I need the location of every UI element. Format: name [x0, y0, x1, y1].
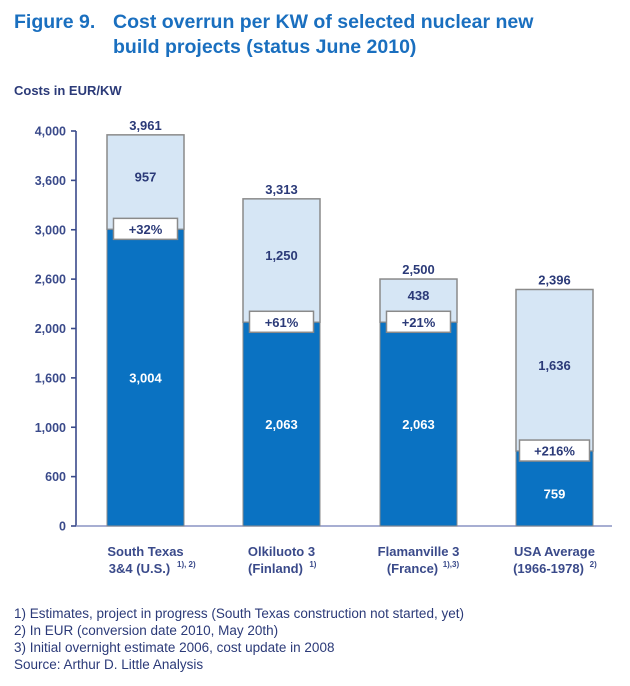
y-tick-label: 2,000 [35, 322, 66, 336]
footnote-2: 2) In EUR (conversion date 2010, May 20t… [14, 623, 279, 638]
footnote-3: 3) Initial overnight estimate 2006, cost… [14, 640, 335, 655]
category-label-line2: (Finland) [248, 561, 303, 576]
category-footnote-ref: 1) [309, 560, 316, 569]
figure-number: Figure 9. [14, 11, 96, 33]
y-tick-label: 1,000 [35, 421, 66, 435]
category-label-line1: South Texas [107, 544, 183, 559]
source-note: Source: Arthur D. Little Analysis [14, 657, 204, 672]
footnotes: 1) Estimates, project in progress (South… [14, 605, 464, 673]
total-label: 3,961 [129, 118, 162, 133]
y-tick-label: 3,000 [35, 223, 66, 237]
overrun-percent-label: +216% [534, 444, 575, 459]
y-tick-label: 2,600 [35, 273, 66, 287]
category-label-line1: Flamanville 3 [378, 544, 460, 559]
y-tick-label: 600 [45, 470, 66, 484]
initial-value-label: 3,004 [129, 371, 162, 386]
overrun-value-label: 1,250 [265, 248, 298, 263]
figure-title-text: Cost overrun per KW of selected nuclear … [113, 11, 534, 58]
overrun-percent-label: +21% [402, 315, 436, 330]
category-footnote-ref: 2) [590, 560, 597, 569]
footnote-1: 1) Estimates, project in progress (South… [14, 606, 464, 621]
overrun-percent-box [112, 217, 179, 241]
bar-initial-segment [379, 321, 458, 527]
overrun-value-label: 1,636 [538, 358, 571, 373]
bar-chart: 0 600 1,000 1,600 2,000 2,600 3,000 3,600 4,000 3… [35, 118, 612, 576]
total-label: 2,396 [538, 272, 571, 287]
initial-value-label: 759 [544, 487, 566, 502]
initial-value-label: 2,063 [402, 417, 435, 432]
category-footnote-ref: 1),3) [443, 560, 460, 569]
overrun-value-label: 957 [135, 170, 157, 185]
category-label-line1: USA Average [514, 544, 595, 559]
y-tick-label: 4,000 [35, 125, 66, 139]
category-label-line1: Olkiluoto 3 [248, 544, 315, 559]
overrun-value-label: 438 [408, 288, 430, 303]
y-tick-label: 1,600 [35, 371, 66, 385]
y-tick-label: 3,600 [35, 174, 66, 188]
initial-value-label: 2,063 [265, 417, 298, 432]
bar-initial-segment [106, 228, 185, 527]
bar-overrun-segment [242, 198, 321, 324]
bar-initial-segment [515, 450, 594, 527]
category-label-line2: (France) [387, 561, 438, 576]
overrun-percent-label: +61% [265, 315, 299, 330]
bar-overrun-segment [515, 288, 594, 452]
y-tick-label: 0 [59, 520, 66, 534]
y-axis-label: Costs in EUR/KW [14, 83, 122, 98]
total-label: 2,500 [402, 262, 435, 277]
category-label-line2: 3&4 (U.S.) [109, 561, 170, 576]
category-footnote-ref: 1), 2) [177, 560, 196, 569]
total-label: 3,313 [265, 182, 298, 197]
overrun-percent-box [385, 310, 452, 334]
overrun-percent-label: +32% [129, 222, 163, 237]
overrun-percent-box [248, 310, 315, 334]
category-label-line2: (1966-1978) [513, 561, 584, 576]
overrun-percent-box [518, 439, 591, 462]
